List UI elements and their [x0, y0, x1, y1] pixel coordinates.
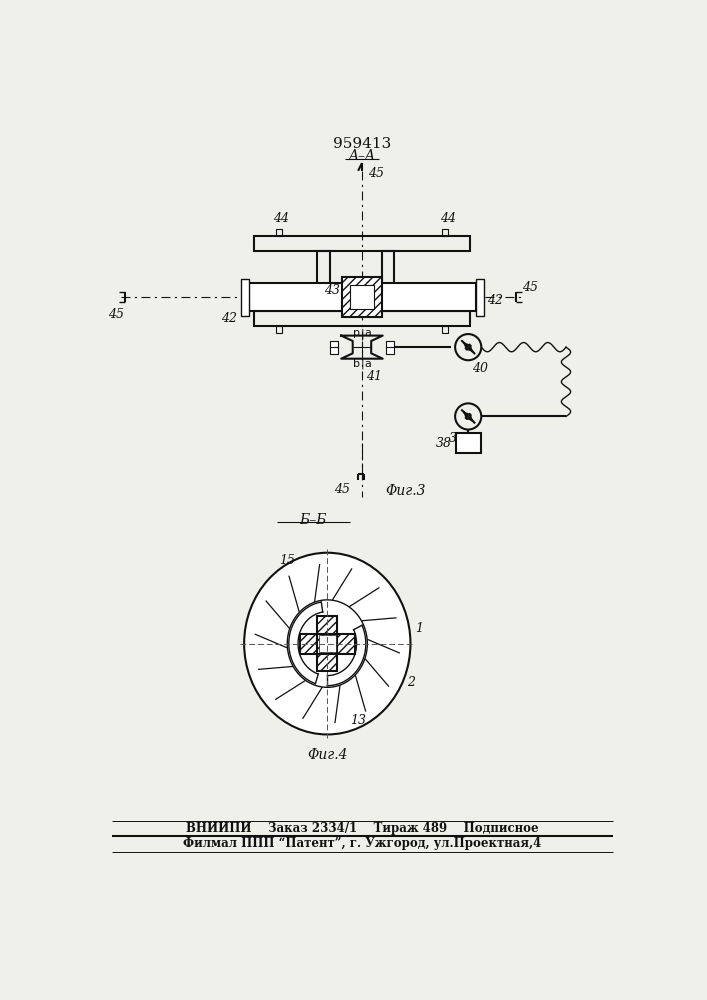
Text: 41: 41 [366, 370, 382, 383]
Bar [382, 251, 395, 293]
Bar [241, 279, 249, 316]
Bar [317, 616, 337, 671]
Text: 38: 38 [436, 437, 452, 450]
Bar [317, 251, 329, 293]
Text: 42: 42 [487, 294, 503, 307]
Text: p: p [353, 328, 360, 338]
Text: a: a [364, 359, 371, 369]
Text: b: b [353, 359, 360, 369]
Text: |: | [360, 359, 364, 369]
Text: 44: 44 [440, 212, 456, 225]
Text: A–A: A–A [349, 149, 375, 163]
Bar [276, 229, 282, 235]
Text: 1: 1 [363, 283, 371, 296]
Bar [300, 634, 355, 654]
Bar [342, 277, 382, 317]
Text: ВНИИПИ    Заказ 2334/1    Тираж 489    Подписное: ВНИИПИ Заказ 2334/1 Тираж 489 Подписное [186, 822, 538, 835]
Bar [276, 326, 282, 333]
Text: |: | [360, 328, 364, 339]
Text: 45: 45 [522, 281, 538, 294]
Text: 15: 15 [279, 554, 295, 567]
Bar [330, 341, 338, 348]
Bar [350, 285, 374, 309]
Text: 43: 43 [325, 284, 340, 297]
Text: 1: 1 [415, 622, 423, 635]
Text: 13: 13 [351, 714, 366, 727]
Text: 45: 45 [107, 308, 124, 321]
Ellipse shape [287, 600, 368, 687]
Bar [442, 229, 448, 235]
Text: Б–Б: Б–Б [300, 513, 327, 527]
Text: 45: 45 [368, 167, 384, 180]
Text: M: M [462, 436, 475, 450]
Text: 44: 44 [273, 212, 289, 225]
Bar [386, 347, 394, 354]
Text: 42: 42 [221, 312, 238, 325]
Text: Φиг.3: Φиг.3 [385, 484, 426, 498]
Bar [300, 634, 355, 654]
Bar [254, 235, 469, 251]
Bar [330, 347, 338, 354]
Text: 45: 45 [334, 483, 351, 496]
Ellipse shape [244, 553, 411, 734]
Bar [386, 341, 394, 348]
Bar [342, 277, 382, 317]
Text: a: a [364, 328, 371, 338]
Bar [249, 283, 476, 311]
Text: 959413: 959413 [333, 137, 391, 151]
Bar [317, 616, 337, 671]
Text: 2: 2 [407, 676, 414, 689]
Text: 40: 40 [472, 362, 488, 375]
Bar [456, 433, 481, 453]
Text: 39: 39 [448, 432, 464, 445]
Bar [476, 279, 484, 316]
Text: Филмал ППП “Патент”, г. Ужгород, ул.Проектная,4: Филмал ППП “Патент”, г. Ужгород, ул.Прое… [183, 837, 541, 850]
Bar [254, 311, 469, 326]
Bar [319, 635, 336, 652]
Text: Φиг.4: Φиг.4 [307, 748, 348, 762]
Bar [442, 326, 448, 333]
Text: 2: 2 [370, 292, 378, 305]
